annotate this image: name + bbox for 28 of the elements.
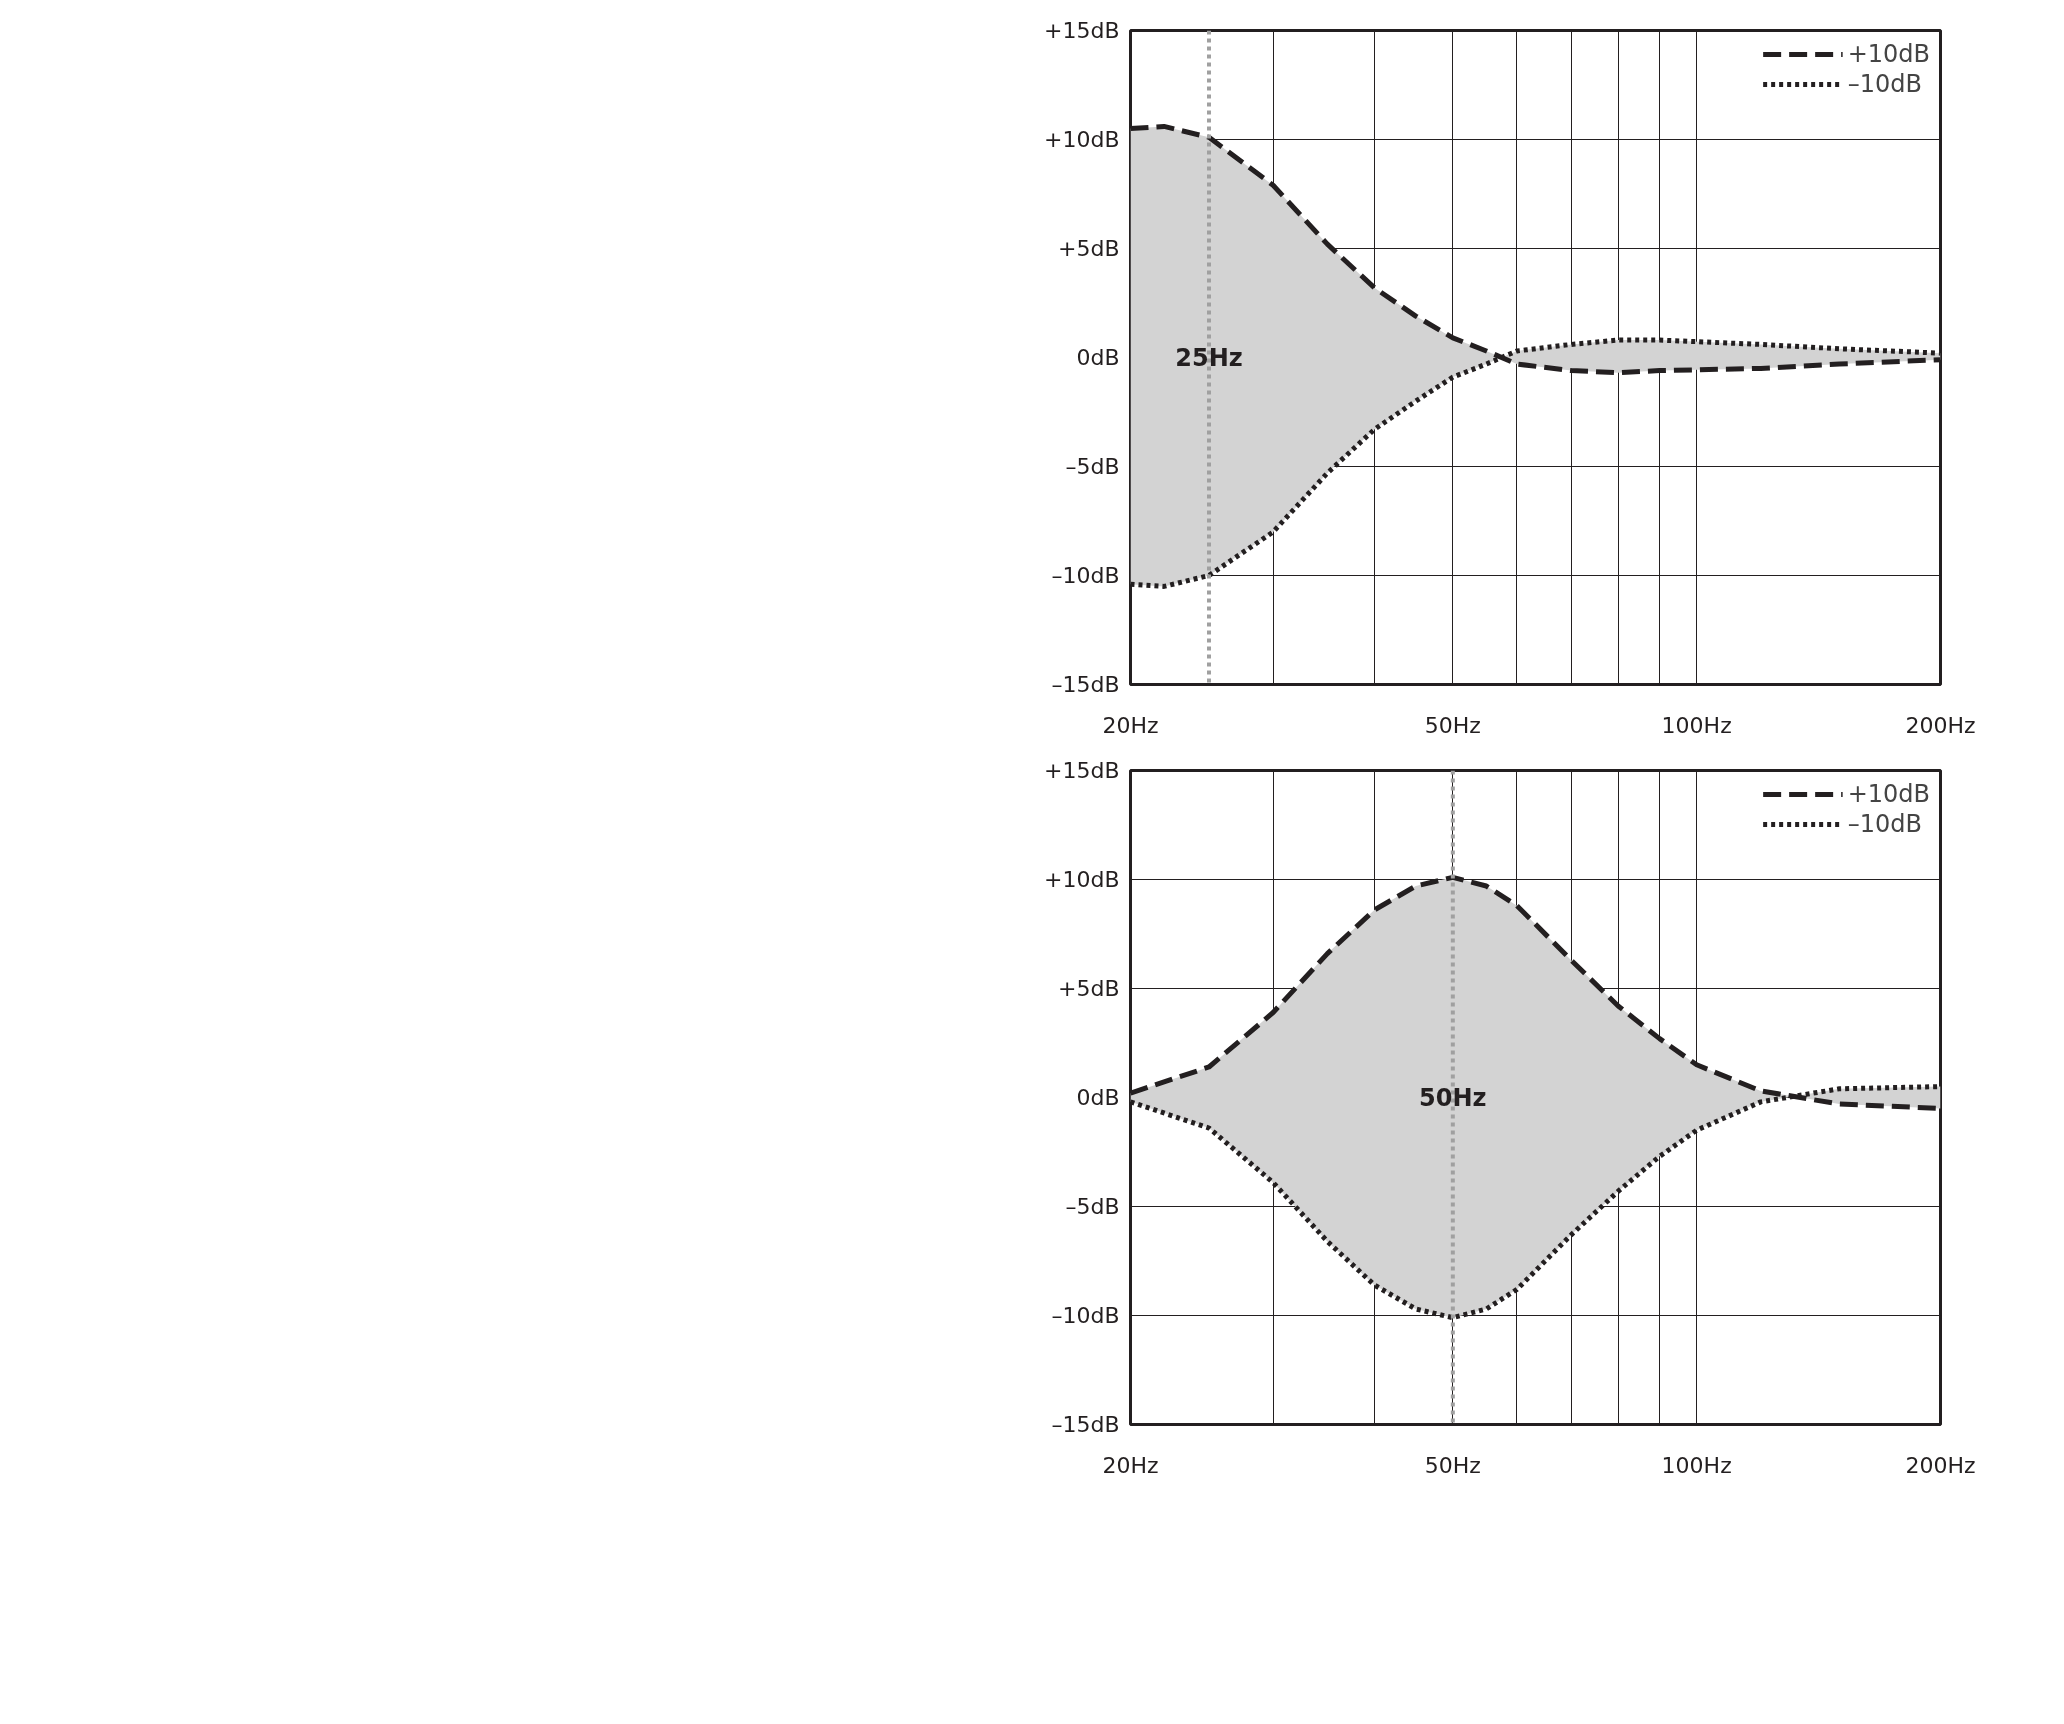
x-tick-label: 200Hz <box>1905 712 1976 738</box>
x-tick-label: 200Hz <box>1905 1452 1976 1478</box>
x-tick-label: 50Hz <box>1424 1452 1481 1478</box>
y-tick-label: –15dB <box>1051 1412 1120 1437</box>
y-tick-label: –5dB <box>1065 454 1120 479</box>
y-tick-label: –10dB <box>1051 563 1120 588</box>
ref-line-label: 50Hz <box>1419 1083 1487 1112</box>
y-tick-label: +15dB <box>1044 758 1120 783</box>
x-tick-label: 100Hz <box>1661 712 1732 738</box>
legend-label: +10dB <box>1847 780 1930 808</box>
y-tick-label: +10dB <box>1044 127 1120 152</box>
y-tick-label: 0dB <box>1076 1085 1120 1110</box>
y-tick-label: +10dB <box>1044 867 1120 892</box>
legend-label: –10dB <box>1847 810 1922 838</box>
legend-label: +10dB <box>1847 40 1930 68</box>
x-tick-label: 20Hz <box>1102 712 1159 738</box>
y-tick-label: +15dB <box>1044 18 1120 43</box>
y-tick-label: –5dB <box>1065 1194 1120 1219</box>
y-tick-label: +5dB <box>1058 236 1120 261</box>
y-tick-label: 0dB <box>1076 345 1120 370</box>
y-tick-label: –10dB <box>1051 1303 1120 1328</box>
x-tick-label: 100Hz <box>1661 1452 1732 1478</box>
x-tick-label: 50Hz <box>1424 712 1481 738</box>
legend-label: –10dB <box>1847 70 1922 98</box>
y-tick-label: –15dB <box>1051 672 1120 697</box>
ref-line-label: 25Hz <box>1175 343 1243 372</box>
y-tick-label: +5dB <box>1058 976 1120 1001</box>
x-tick-label: 20Hz <box>1102 1452 1159 1478</box>
